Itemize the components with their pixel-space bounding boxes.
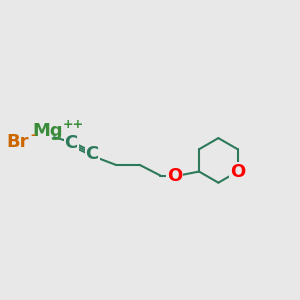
Text: O: O: [230, 163, 245, 181]
Text: ++: ++: [63, 118, 84, 130]
Text: Mg: Mg: [32, 122, 63, 140]
Text: O: O: [167, 167, 182, 184]
Text: C: C: [64, 134, 78, 152]
Text: Br: Br: [7, 133, 29, 151]
Text: C: C: [85, 145, 99, 163]
Text: -: -: [30, 129, 35, 142]
